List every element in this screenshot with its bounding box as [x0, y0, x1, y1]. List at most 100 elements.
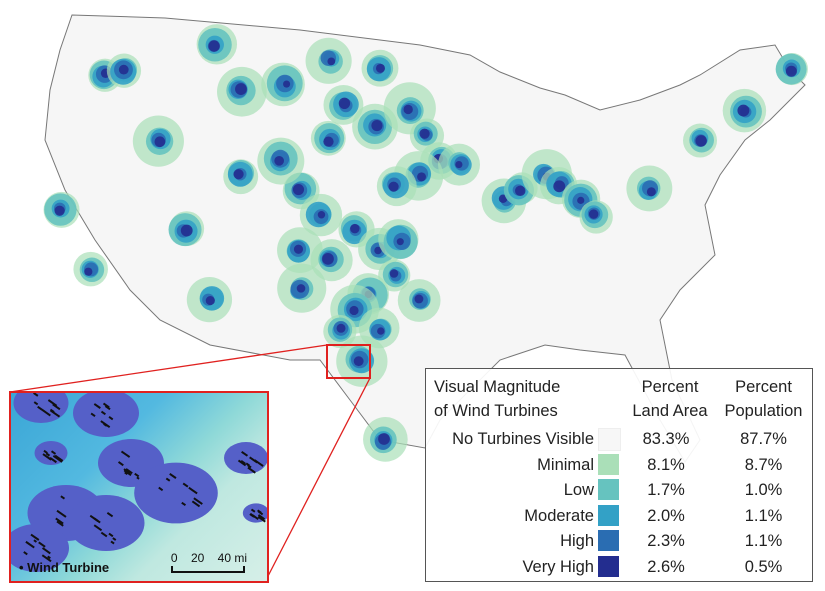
- visibility-zone: [396, 238, 404, 246]
- legend-row-label: Very High: [522, 557, 594, 576]
- population-header: Percent Population: [716, 375, 811, 423]
- legend-row-label: No Turbines Visible: [452, 430, 594, 448]
- visibility-zone: [374, 246, 382, 255]
- visibility-zone: [235, 83, 247, 95]
- wind-turbine-marker: [93, 524, 103, 532]
- legend: Visual Magnitude of Wind Turbines Percen…: [425, 368, 813, 582]
- legend-row: Moderate 2.0% 1.1%: [426, 504, 812, 530]
- visibility-zone: [34, 441, 68, 465]
- visibility-zone: [371, 119, 383, 132]
- scale-bar: 0 20 40 mi: [170, 551, 247, 573]
- wind-turbine-marker: [257, 515, 266, 523]
- legend-swatch: [598, 555, 619, 577]
- visibility-zone: [646, 187, 656, 197]
- visibility-zone: [375, 63, 386, 73]
- wind-turbine-marker: [47, 399, 58, 407]
- wind-turbine-marker: [257, 514, 266, 520]
- wind-turbine-marker: [247, 464, 252, 469]
- population-value: 1.1%: [744, 532, 783, 550]
- legend-row: Low 1.7% 1.0%: [426, 478, 812, 504]
- visibility-zone: [73, 393, 139, 437]
- land-area-value: 1.7%: [647, 481, 685, 499]
- wind-turbine-marker: [56, 509, 67, 518]
- visibility-zone: [419, 128, 430, 139]
- visibility-zone: [233, 169, 244, 180]
- wind-turbine-marker: [55, 517, 64, 525]
- legend-swatch: [598, 428, 621, 451]
- visibility-zone: [54, 205, 65, 216]
- visibility-zone: [205, 295, 215, 306]
- wind-turbine-marker: [41, 408, 51, 417]
- visibility-zone: [455, 160, 463, 169]
- visibility-zone: [377, 327, 385, 335]
- wind-turbine-marker: [41, 554, 52, 563]
- inset-visibility-zones: [11, 393, 267, 572]
- wind-turbine-marker: [93, 403, 101, 409]
- legend-swatch: [598, 530, 619, 551]
- land-area-value: 2.0%: [647, 506, 685, 525]
- wind-turbine-marker: [30, 533, 40, 541]
- legend-row-label: High: [560, 532, 594, 550]
- wind-turbine-marker: [49, 456, 57, 464]
- wind-turbine-marker: [103, 423, 108, 427]
- visibility-zone: [588, 209, 599, 219]
- wind-turbine-marker: [237, 459, 247, 467]
- visibility-zone: [785, 65, 797, 77]
- visibility-zone: [414, 294, 424, 304]
- wind-turbine-marker: [100, 531, 108, 538]
- visibility-zone: [695, 135, 707, 147]
- scale-tick-20: 20: [190, 551, 205, 565]
- wind-turbine-marker: [25, 540, 35, 549]
- legend-row-label: Minimal: [537, 455, 594, 474]
- wind-turbine-marker: [117, 461, 124, 467]
- visibility-zone: [327, 57, 336, 66]
- wind-turbine-marker: [33, 539, 38, 543]
- wind-turbine-marker: [45, 452, 51, 457]
- visibility-zone: [224, 442, 267, 474]
- legend-row-label: Moderate: [524, 506, 594, 525]
- visibility-zone: [180, 224, 193, 237]
- wind-turbine-marker: [47, 555, 51, 560]
- inset-connector-line: [265, 377, 371, 581]
- visibility-zone: [118, 64, 129, 75]
- wind-turbine-marker: [56, 520, 64, 527]
- legend-swatch: [598, 453, 619, 475]
- wind-turbine-marker: [38, 541, 46, 548]
- legend-row-label: Low: [563, 481, 594, 499]
- wind-turbine-marker: [188, 486, 198, 495]
- visibility-zone: [296, 284, 306, 293]
- wind-turbine-marker: [90, 412, 96, 417]
- visibility-zone: [283, 80, 291, 88]
- wind-turbine-marker: [41, 547, 51, 555]
- us-outline: [44, 14, 806, 463]
- visibility-zone: [154, 136, 166, 148]
- wind-turbine-marker: [50, 450, 57, 455]
- visibility-zone: [737, 104, 750, 117]
- land-area-value: 83.3%: [642, 430, 690, 448]
- visibility-zone: [577, 196, 585, 204]
- land-area-value: 2.6%: [647, 557, 685, 576]
- legend-title-line1: Visual Magnitude: [434, 378, 561, 396]
- wind-turbine-marker: [89, 514, 99, 522]
- population-value: 8.7%: [744, 455, 783, 474]
- visibility-zone: [417, 172, 427, 182]
- visibility-zone: [353, 356, 364, 367]
- legend-row: Very High 2.6% 0.5%: [426, 555, 812, 581]
- wind-turbine-marker: [60, 495, 66, 500]
- scale-tick-0: 0: [170, 551, 178, 565]
- wind-turbine-marker: [33, 401, 39, 406]
- wind-turbine-marker: [50, 409, 61, 418]
- visibility-zone: [317, 211, 326, 219]
- legend-row: High 2.3% 1.1%: [426, 529, 812, 555]
- visibility-zone: [323, 136, 334, 147]
- legend-swatch: [598, 479, 619, 500]
- scale-tick-40: 40 mi: [217, 551, 247, 565]
- inset-map: • Wind Turbine 0 20 40 mi: [9, 391, 269, 583]
- legend-swatch: [598, 504, 619, 526]
- wind-turbine-marker: [108, 532, 114, 538]
- land-area-value: 2.3%: [647, 532, 685, 550]
- visibility-zone: [67, 495, 145, 551]
- wind-turbine-marker: [33, 393, 39, 397]
